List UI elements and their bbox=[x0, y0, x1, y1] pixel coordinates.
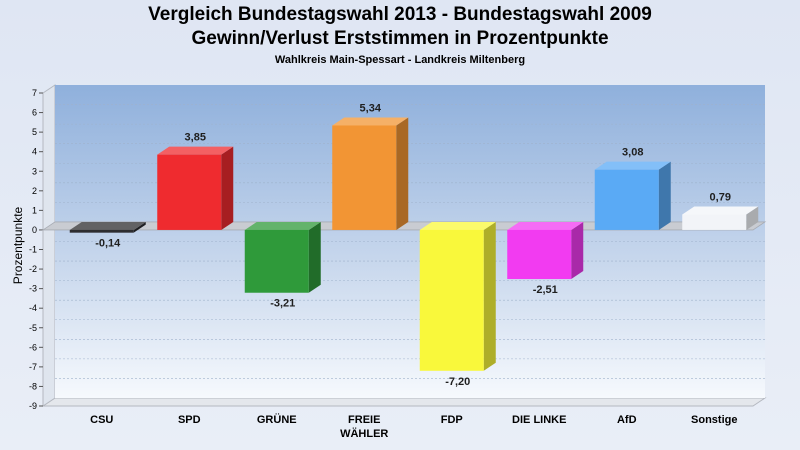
x-tick-label: AfD bbox=[617, 414, 637, 426]
bar bbox=[244, 221, 321, 293]
bar-front bbox=[507, 229, 572, 280]
bar-top bbox=[682, 206, 759, 215]
bar-side bbox=[483, 221, 496, 371]
bar-side bbox=[571, 221, 584, 280]
y-tick-label: 1 bbox=[32, 205, 37, 215]
plot-left-wall bbox=[42, 84, 56, 407]
bar-front bbox=[594, 169, 659, 230]
x-tick-label: FDP bbox=[441, 414, 463, 426]
y-tick-label: -7 bbox=[29, 362, 37, 372]
bar-side bbox=[133, 221, 146, 233]
y-tick-label: -1 bbox=[29, 245, 37, 255]
y-tick-label: 5 bbox=[32, 127, 37, 137]
data-label: -3,21 bbox=[270, 298, 295, 310]
bar-top bbox=[157, 146, 234, 155]
bar bbox=[69, 221, 146, 233]
x-tick-label: GRÜNE bbox=[257, 413, 297, 426]
bar-top bbox=[507, 221, 584, 230]
plot-floor bbox=[41, 397, 767, 407]
y-tick-label: 6 bbox=[32, 108, 37, 118]
chart-title: Vergleich Bundestagswahl 2013 - Bundesta… bbox=[148, 4, 652, 25]
bar bbox=[332, 117, 409, 230]
bar bbox=[157, 146, 234, 230]
data-label: -0,14 bbox=[95, 238, 121, 250]
x-tick-label: FREIE bbox=[348, 414, 380, 426]
bar-side bbox=[746, 206, 759, 230]
data-label: 3,85 bbox=[185, 132, 206, 144]
bar-side bbox=[308, 221, 321, 293]
y-tick-label: -9 bbox=[29, 401, 37, 411]
bar-front bbox=[157, 154, 222, 230]
y-tick-label: -3 bbox=[29, 284, 37, 294]
bar-top bbox=[594, 161, 671, 170]
y-tick-label: -2 bbox=[29, 264, 37, 274]
bar-front bbox=[244, 229, 309, 293]
y-tick-label: -4 bbox=[29, 303, 37, 313]
x-tick-label: DIE LINKE bbox=[512, 414, 566, 426]
y-tick-label: 0 bbox=[32, 225, 37, 235]
bar bbox=[419, 221, 496, 371]
bar-side bbox=[658, 161, 671, 230]
bar bbox=[507, 221, 584, 280]
y-tick-label: 3 bbox=[32, 166, 37, 176]
bar-top bbox=[244, 221, 321, 230]
y-tick-label: 2 bbox=[32, 186, 37, 196]
y-tick-label: 4 bbox=[32, 147, 37, 157]
bar-side bbox=[396, 117, 409, 230]
y-tick-label: -8 bbox=[29, 381, 37, 391]
bar-top bbox=[69, 221, 146, 230]
bar-front bbox=[332, 125, 397, 230]
x-tick-label: WÄHLER bbox=[340, 427, 388, 440]
data-label: 0,79 bbox=[710, 191, 731, 203]
bar-front bbox=[69, 229, 134, 233]
bar-front bbox=[682, 214, 747, 230]
chart-caption: Wahlkreis Main-Spessart - Landkreis Milt… bbox=[274, 54, 526, 66]
bar-front bbox=[419, 229, 484, 371]
data-label: 3,08 bbox=[622, 147, 643, 159]
chart-subtitle: Gewinn/Verlust Erststimmen in Prozentpun… bbox=[191, 28, 609, 49]
bar bbox=[682, 206, 759, 230]
y-tick-label: 7 bbox=[32, 88, 37, 98]
bar bbox=[594, 161, 671, 230]
y-axis-title: Prozentpunkte bbox=[11, 206, 25, 284]
plot-background bbox=[55, 85, 765, 398]
x-tick-label: SPD bbox=[178, 414, 201, 426]
bar-top bbox=[419, 221, 496, 230]
bar-side bbox=[221, 146, 234, 230]
data-label: -7,20 bbox=[445, 376, 470, 388]
data-label: -2,51 bbox=[533, 284, 558, 296]
y-tick-label: -5 bbox=[29, 323, 37, 333]
bar-top bbox=[332, 117, 409, 126]
x-tick-label: Sonstige bbox=[691, 414, 737, 426]
y-tick-label: -6 bbox=[29, 342, 37, 352]
data-label: 5,34 bbox=[360, 102, 382, 114]
x-tick-label: CSU bbox=[90, 414, 113, 426]
